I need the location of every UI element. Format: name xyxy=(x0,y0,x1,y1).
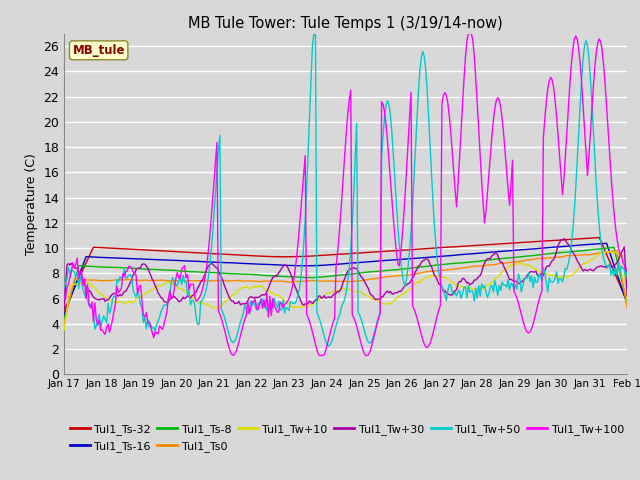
Text: MB_tule: MB_tule xyxy=(72,44,125,57)
Legend: Tul1_Ts-32, Tul1_Ts-16, Tul1_Ts-8, Tul1_Ts0, Tul1_Tw+10, Tul1_Tw+30, Tul1_Tw+50,: Tul1_Ts-32, Tul1_Ts-16, Tul1_Ts-8, Tul1_… xyxy=(70,424,624,452)
Y-axis label: Temperature (C): Temperature (C) xyxy=(25,153,38,255)
Title: MB Tule Tower: Tule Temps 1 (3/19/14-now): MB Tule Tower: Tule Temps 1 (3/19/14-now… xyxy=(188,16,503,31)
